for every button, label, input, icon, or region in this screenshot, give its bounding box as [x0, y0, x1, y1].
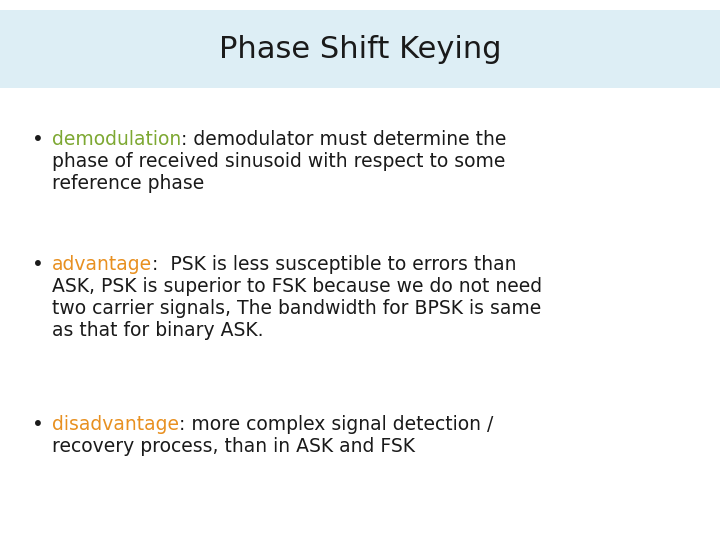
Text: two carrier signals, The bandwidth for BPSK is same: two carrier signals, The bandwidth for B…: [52, 299, 541, 318]
Text: •: •: [32, 415, 44, 434]
Text: :  PSK is less susceptible to errors than: : PSK is less susceptible to errors than: [152, 255, 517, 274]
Text: phase of received sinusoid with respect to some: phase of received sinusoid with respect …: [52, 152, 505, 171]
Text: •: •: [32, 130, 44, 149]
Bar: [0, 10, 720, 88]
Text: •: •: [32, 255, 44, 274]
Text: advantage: advantage: [52, 255, 152, 274]
Text: Phase Shift Keying: Phase Shift Keying: [219, 35, 501, 64]
Text: reference phase: reference phase: [52, 174, 204, 193]
Text: : more complex signal detection /: : more complex signal detection /: [179, 415, 493, 434]
Text: : demodulator must determine the: : demodulator must determine the: [181, 130, 507, 149]
Text: disadvantage: disadvantage: [52, 415, 179, 434]
Text: ASK, PSK is superior to FSK because we do not need: ASK, PSK is superior to FSK because we d…: [52, 277, 542, 296]
Text: recovery process, than in ASK and FSK: recovery process, than in ASK and FSK: [52, 437, 415, 456]
Text: as that for binary ASK.: as that for binary ASK.: [52, 321, 264, 340]
Text: demodulation: demodulation: [52, 130, 181, 149]
